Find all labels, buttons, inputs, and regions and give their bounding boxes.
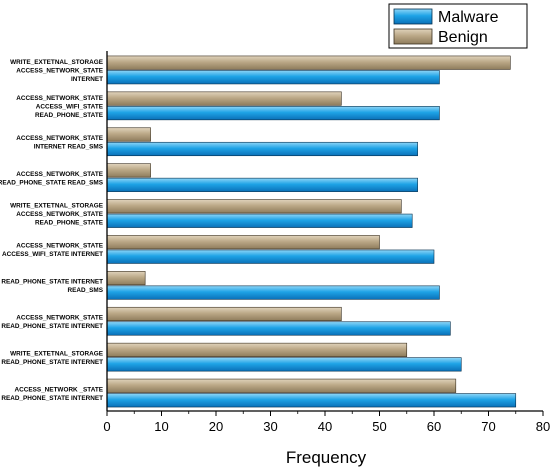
category-label-8-line-2: READ_PHONE_STATE INTERNET xyxy=(1,323,103,330)
bar-malware-4 xyxy=(106,177,418,192)
category-label-8-line-1: ACCESS_NETWORK_STATE xyxy=(16,315,103,322)
category-label-7-line-1: READ_PHONE_STATE INTERNET xyxy=(1,279,103,286)
bar-benign-9 xyxy=(106,342,408,357)
bars xyxy=(106,55,517,408)
category-label-2-line-1: ACCESS_NETWORK_STATE xyxy=(16,95,103,102)
legend-swatch-benign xyxy=(393,28,433,45)
x-axis-title: Frequency xyxy=(286,448,367,467)
x-tick-label-70: 70 xyxy=(481,419,495,434)
category-label-9-line-1: WRITE_EXTETNAL_STORAGE xyxy=(10,350,104,357)
bar-malware-8 xyxy=(106,321,451,336)
category-label-10-line-1: ACCESS_NETWORK _STATE xyxy=(14,386,103,393)
category-label-3-line-2: INTERNET READ_SMS xyxy=(34,144,104,151)
bar-benign-10 xyxy=(106,378,457,393)
bar-malware-7 xyxy=(106,285,440,300)
bar-benign-7 xyxy=(106,271,146,286)
category-label-10-line-2: READ_PHONE_STATE INTERNET xyxy=(1,395,103,402)
category-label-5-line-1: WRITE_EXTETNAL_STORAGE xyxy=(10,203,104,210)
category-label-9-line-2: READ_PHONE_STATE INTERNET xyxy=(1,359,103,366)
x-ticks: 0 10 20 30 40 50 60 70 80 xyxy=(103,411,550,434)
bar-benign-3 xyxy=(106,127,151,142)
category-label-2-line-2: ACCESS_WIFI_STATE xyxy=(36,103,104,110)
category-label-4-line-1: ACCESS_NETWORK_STATE xyxy=(16,171,103,178)
bar-malware-10 xyxy=(106,393,517,408)
legend-swatch-malware xyxy=(393,8,433,25)
bar-benign-1 xyxy=(106,55,511,70)
x-tick-label-20: 20 xyxy=(209,419,223,434)
category-label-3-line-1: ACCESS_NETWORK_STATE xyxy=(16,135,103,142)
bar-malware-5 xyxy=(106,213,413,228)
category-labels: WRITE_EXTETNAL_STORAGEACCESS_NETWORK_STA… xyxy=(0,59,104,402)
category-label-5-line-2: ACCESS_NETWORK_STATE xyxy=(16,211,103,218)
x-tick-label-10: 10 xyxy=(154,419,168,434)
category-label-5-line-3: READ_PHONE_STATE xyxy=(35,220,104,227)
bar-malware-2 xyxy=(106,106,440,121)
bar-benign-2 xyxy=(106,91,342,106)
legend-label-benign: Benign xyxy=(438,29,488,46)
category-label-6-line-1: ACCESS_NETWORK_STATE xyxy=(16,243,103,250)
x-tick-label-30: 30 xyxy=(263,419,277,434)
category-label-4-line-2: READ_PHONE_STATE READ_SMS xyxy=(0,179,104,186)
x-tick-label-80: 80 xyxy=(536,419,550,434)
category-label-1-line-2: ACCESS_NETWORK_STATE xyxy=(16,67,103,74)
x-tick-label-0: 0 xyxy=(103,419,110,434)
category-label-6-line-2: ACCESS_WIFI_STATE INTERNET xyxy=(2,251,103,258)
legend: Malware Benign xyxy=(388,3,528,49)
category-label-2-line-3: READ_PHONE_STATE xyxy=(35,112,104,119)
x-tick-label-60: 60 xyxy=(427,419,441,434)
category-label-1-line-1: WRITE_EXTETNAL_STORAGE xyxy=(10,59,104,66)
x-tick-label-50: 50 xyxy=(372,419,386,434)
bar-benign-8 xyxy=(106,306,342,322)
legend-label-malware: Malware xyxy=(438,9,499,26)
bar-malware-3 xyxy=(106,141,418,157)
category-label-7-line-2: READ_SMS xyxy=(67,287,103,294)
category-label-1-line-3: INTERNET xyxy=(71,76,103,83)
bar-malware-6 xyxy=(106,249,435,264)
bar-benign-6 xyxy=(106,235,380,250)
bar-benign-4 xyxy=(106,163,151,178)
bar-malware-9 xyxy=(106,357,462,372)
bar-malware-1 xyxy=(106,70,440,85)
bar-benign-5 xyxy=(106,199,402,214)
x-tick-label-40: 40 xyxy=(318,419,332,434)
